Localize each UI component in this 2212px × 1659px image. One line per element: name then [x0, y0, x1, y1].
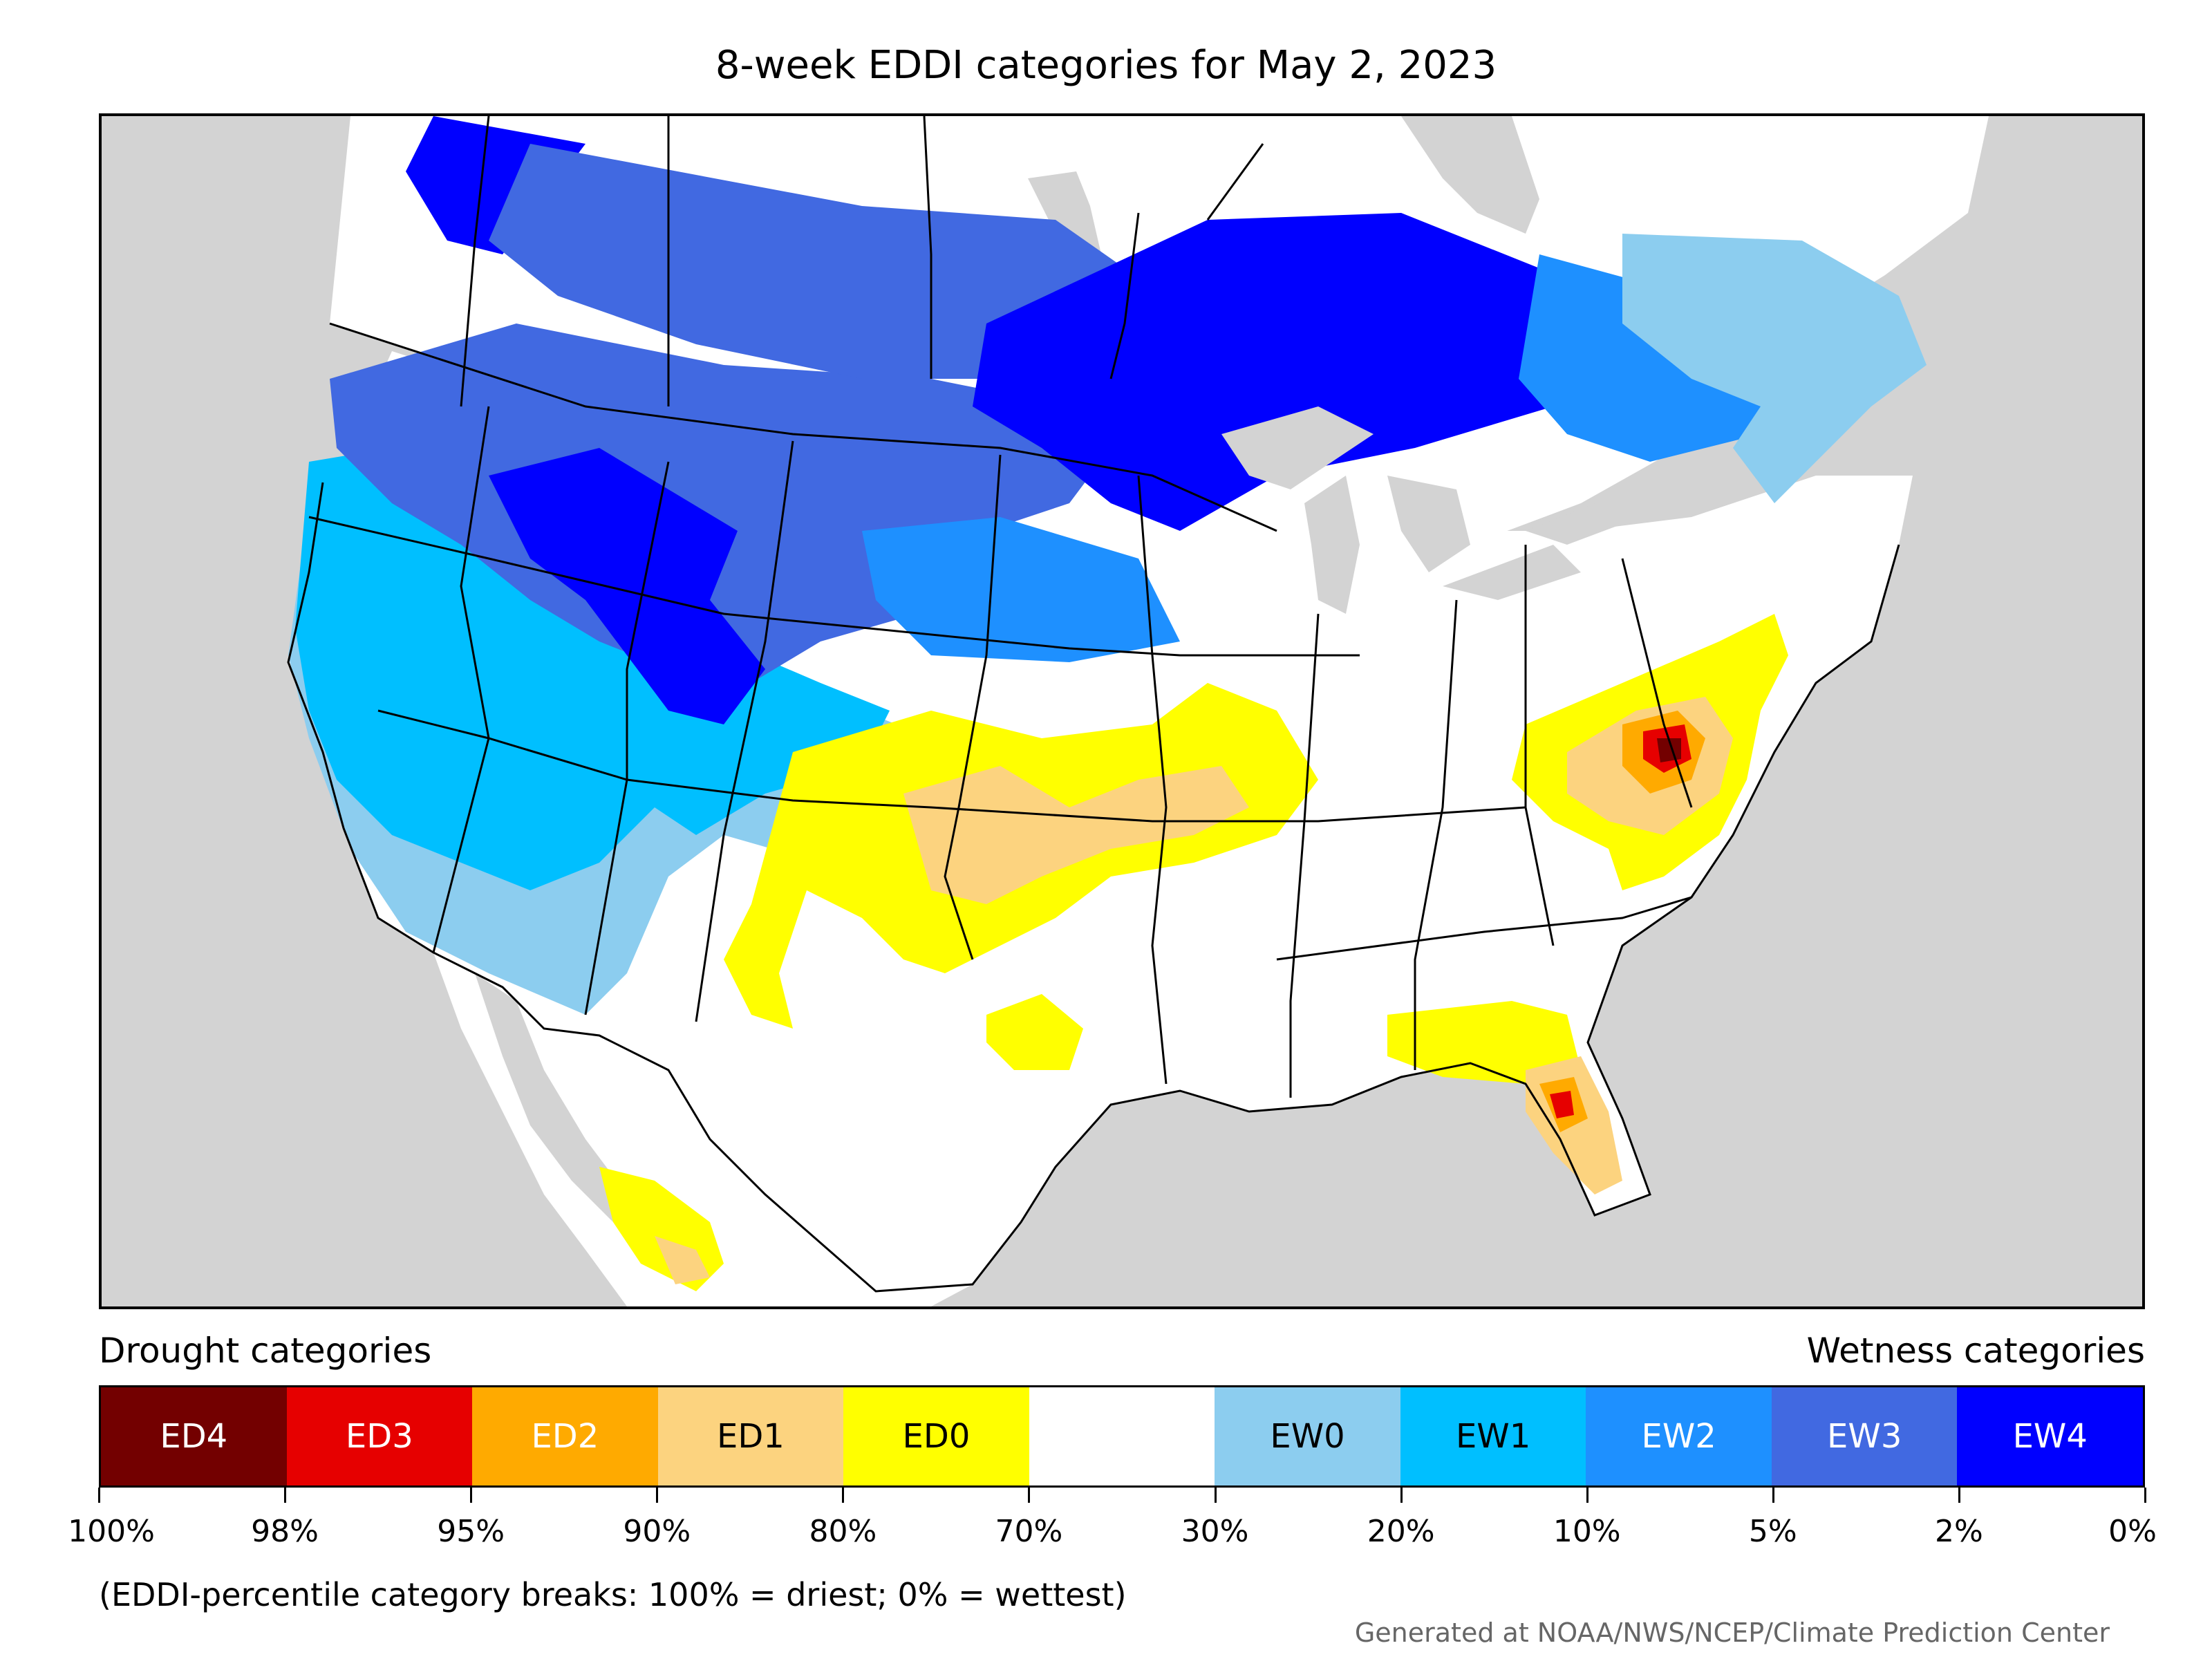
colorbar-tick-label: 90%	[623, 1514, 691, 1549]
category-swatch: ED4	[101, 1387, 287, 1485]
wetness-categories-heading: Wetness categories	[1806, 1331, 2145, 1371]
colorbar-tick	[284, 1488, 287, 1503]
wet-ew4-rockies	[489, 448, 765, 724]
dry-ed0-texas	[986, 994, 1083, 1070]
credit-line: Generated at NOAA/NWS/NCEP/Climate Predi…	[1354, 1618, 2110, 1648]
category-swatch: EW4	[1957, 1387, 2144, 1485]
colorbar-tick	[98, 1488, 100, 1503]
dry-ed1-plains	[903, 766, 1249, 904]
colorbar-tick-label: 100%	[68, 1514, 155, 1549]
colorbar-tick-label: 2%	[1935, 1514, 1983, 1549]
colorbar-tick	[2144, 1488, 2146, 1503]
colorbar-tick	[1958, 1488, 1960, 1503]
colorbar-tick-label: 98%	[251, 1514, 319, 1549]
category-swatch: ED3	[286, 1387, 473, 1485]
colorbar-tick-label: 0%	[2108, 1514, 2157, 1549]
state-borders	[287, 322, 1900, 1293]
colorbar-tick	[1772, 1488, 1774, 1503]
colorbar-tick	[470, 1488, 473, 1503]
dry-ed1-baja	[655, 1236, 710, 1284]
colorbar-tick	[842, 1488, 845, 1503]
colorbar-tick-label: 10%	[1553, 1514, 1621, 1549]
colorbar-ticks	[98, 1488, 2146, 1504]
wet-ew0-east	[1622, 234, 1927, 503]
wet-ew2-plains	[862, 517, 1180, 662]
canada-borders	[460, 116, 1264, 407]
dry-ed3-florida	[1550, 1091, 1574, 1118]
great-lakes	[1221, 406, 1622, 614]
dry-ed0-southeast	[1387, 1001, 1581, 1084]
category-swatch: ED1	[657, 1387, 844, 1485]
category-swatch: EW3	[1771, 1387, 1958, 1485]
eddi-map	[99, 113, 2145, 1309]
colorbar-tick-label: 70%	[995, 1514, 1063, 1549]
wet-ew3-north	[489, 144, 1125, 379]
category-swatch: EW0	[1215, 1387, 1400, 1485]
colorbar-tick-label: 20%	[1367, 1514, 1435, 1549]
category-swatch: ED0	[843, 1387, 1029, 1485]
hudson-bay	[1401, 116, 1539, 234]
map-canvas	[102, 116, 2142, 1306]
category-swatch: ED2	[472, 1387, 658, 1485]
map-title: 8-week EDDI categories for May 2, 2023	[715, 43, 1497, 88]
category-swatch: EW1	[1400, 1387, 1586, 1485]
category-breaks-note: (EDDI-percentile category breaks: 100% =…	[99, 1576, 1127, 1613]
category-colorbar: ED4 ED3 ED2 ED1 ED0 EW0 EW1 EW2 EW3 EW4	[99, 1385, 2145, 1488]
category-swatch	[1029, 1387, 1215, 1485]
colorbar-tick	[1028, 1488, 1031, 1503]
colorbar-tick-label: 30%	[1181, 1514, 1249, 1549]
colorbar-tick	[656, 1488, 659, 1503]
colorbar-tick-label: 80%	[809, 1514, 877, 1549]
wet-ew1-west	[295, 441, 890, 890]
colorbar-tick-label: 95%	[437, 1514, 505, 1549]
gulf-of-california	[475, 973, 627, 1222]
colorbar-tick	[1586, 1488, 1588, 1503]
drought-categories-heading: Drought categories	[99, 1331, 432, 1371]
colorbar-tick	[1400, 1488, 1403, 1503]
category-swatch: EW2	[1586, 1387, 1772, 1485]
colorbar-tick-label: 5%	[1748, 1514, 1797, 1549]
colorbar-tick	[1214, 1488, 1217, 1503]
